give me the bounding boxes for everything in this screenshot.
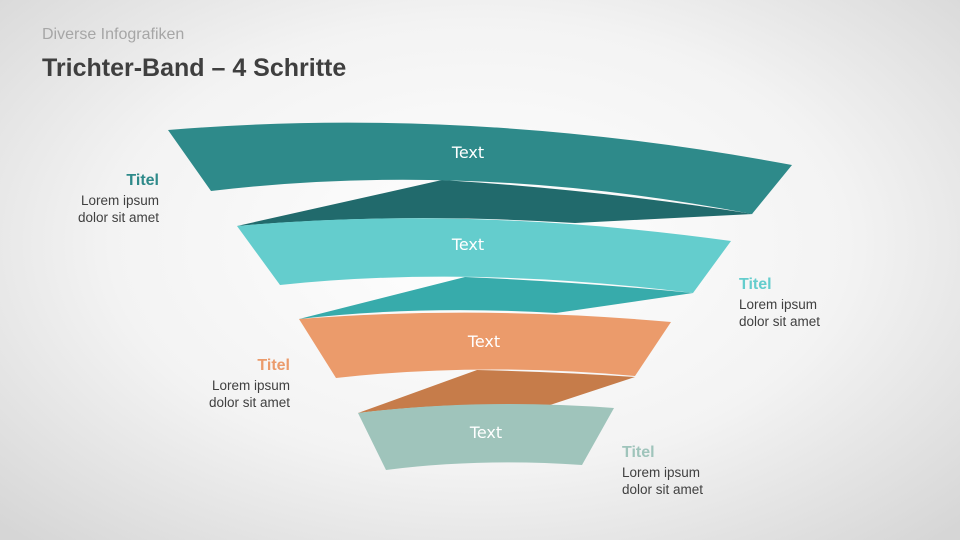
note-title: Titel: [739, 276, 772, 293]
funnel-band-4: [358, 404, 614, 470]
note-title: Titel: [126, 172, 159, 189]
note-line: dolor sit amet: [622, 482, 704, 497]
band-2-label: Text: [451, 235, 484, 254]
funnel-band-3: [299, 312, 671, 378]
note-line: dolor sit amet: [77, 210, 159, 225]
band-3-label: Text: [467, 332, 500, 351]
connector-2: [299, 277, 693, 319]
slide-title: Trichter-Band – 4 Schritte: [42, 54, 347, 82]
band-1-label: Text: [451, 143, 484, 162]
note-step-2: Titel Lorem ipsum dolor sit amet: [739, 276, 820, 330]
slide-kicker: Diverse Infografiken: [42, 26, 185, 43]
note-line: dolor sit amet: [208, 395, 290, 410]
band-4-label: Text: [469, 423, 502, 442]
note-step-3: Titel Lorem ipsum dolor sit amet: [209, 357, 290, 411]
note-step-1: Titel Lorem ipsum dolor sit amet: [78, 172, 159, 226]
note-line: Lorem ipsum: [80, 193, 159, 208]
note-line: Lorem ipsum: [739, 297, 818, 312]
note-line: Lorem ipsum: [622, 465, 701, 480]
note-title: Titel: [622, 444, 655, 461]
note-step-4: Titel Lorem ipsum dolor sit amet: [622, 444, 703, 498]
funnel-band-1: [168, 122, 792, 214]
connector-1: [237, 180, 753, 226]
funnel-band-2: [237, 218, 731, 293]
note-title: Titel: [257, 357, 290, 374]
note-line: dolor sit amet: [739, 314, 821, 329]
connector-3: [358, 370, 635, 413]
note-line: Lorem ipsum: [211, 378, 290, 393]
